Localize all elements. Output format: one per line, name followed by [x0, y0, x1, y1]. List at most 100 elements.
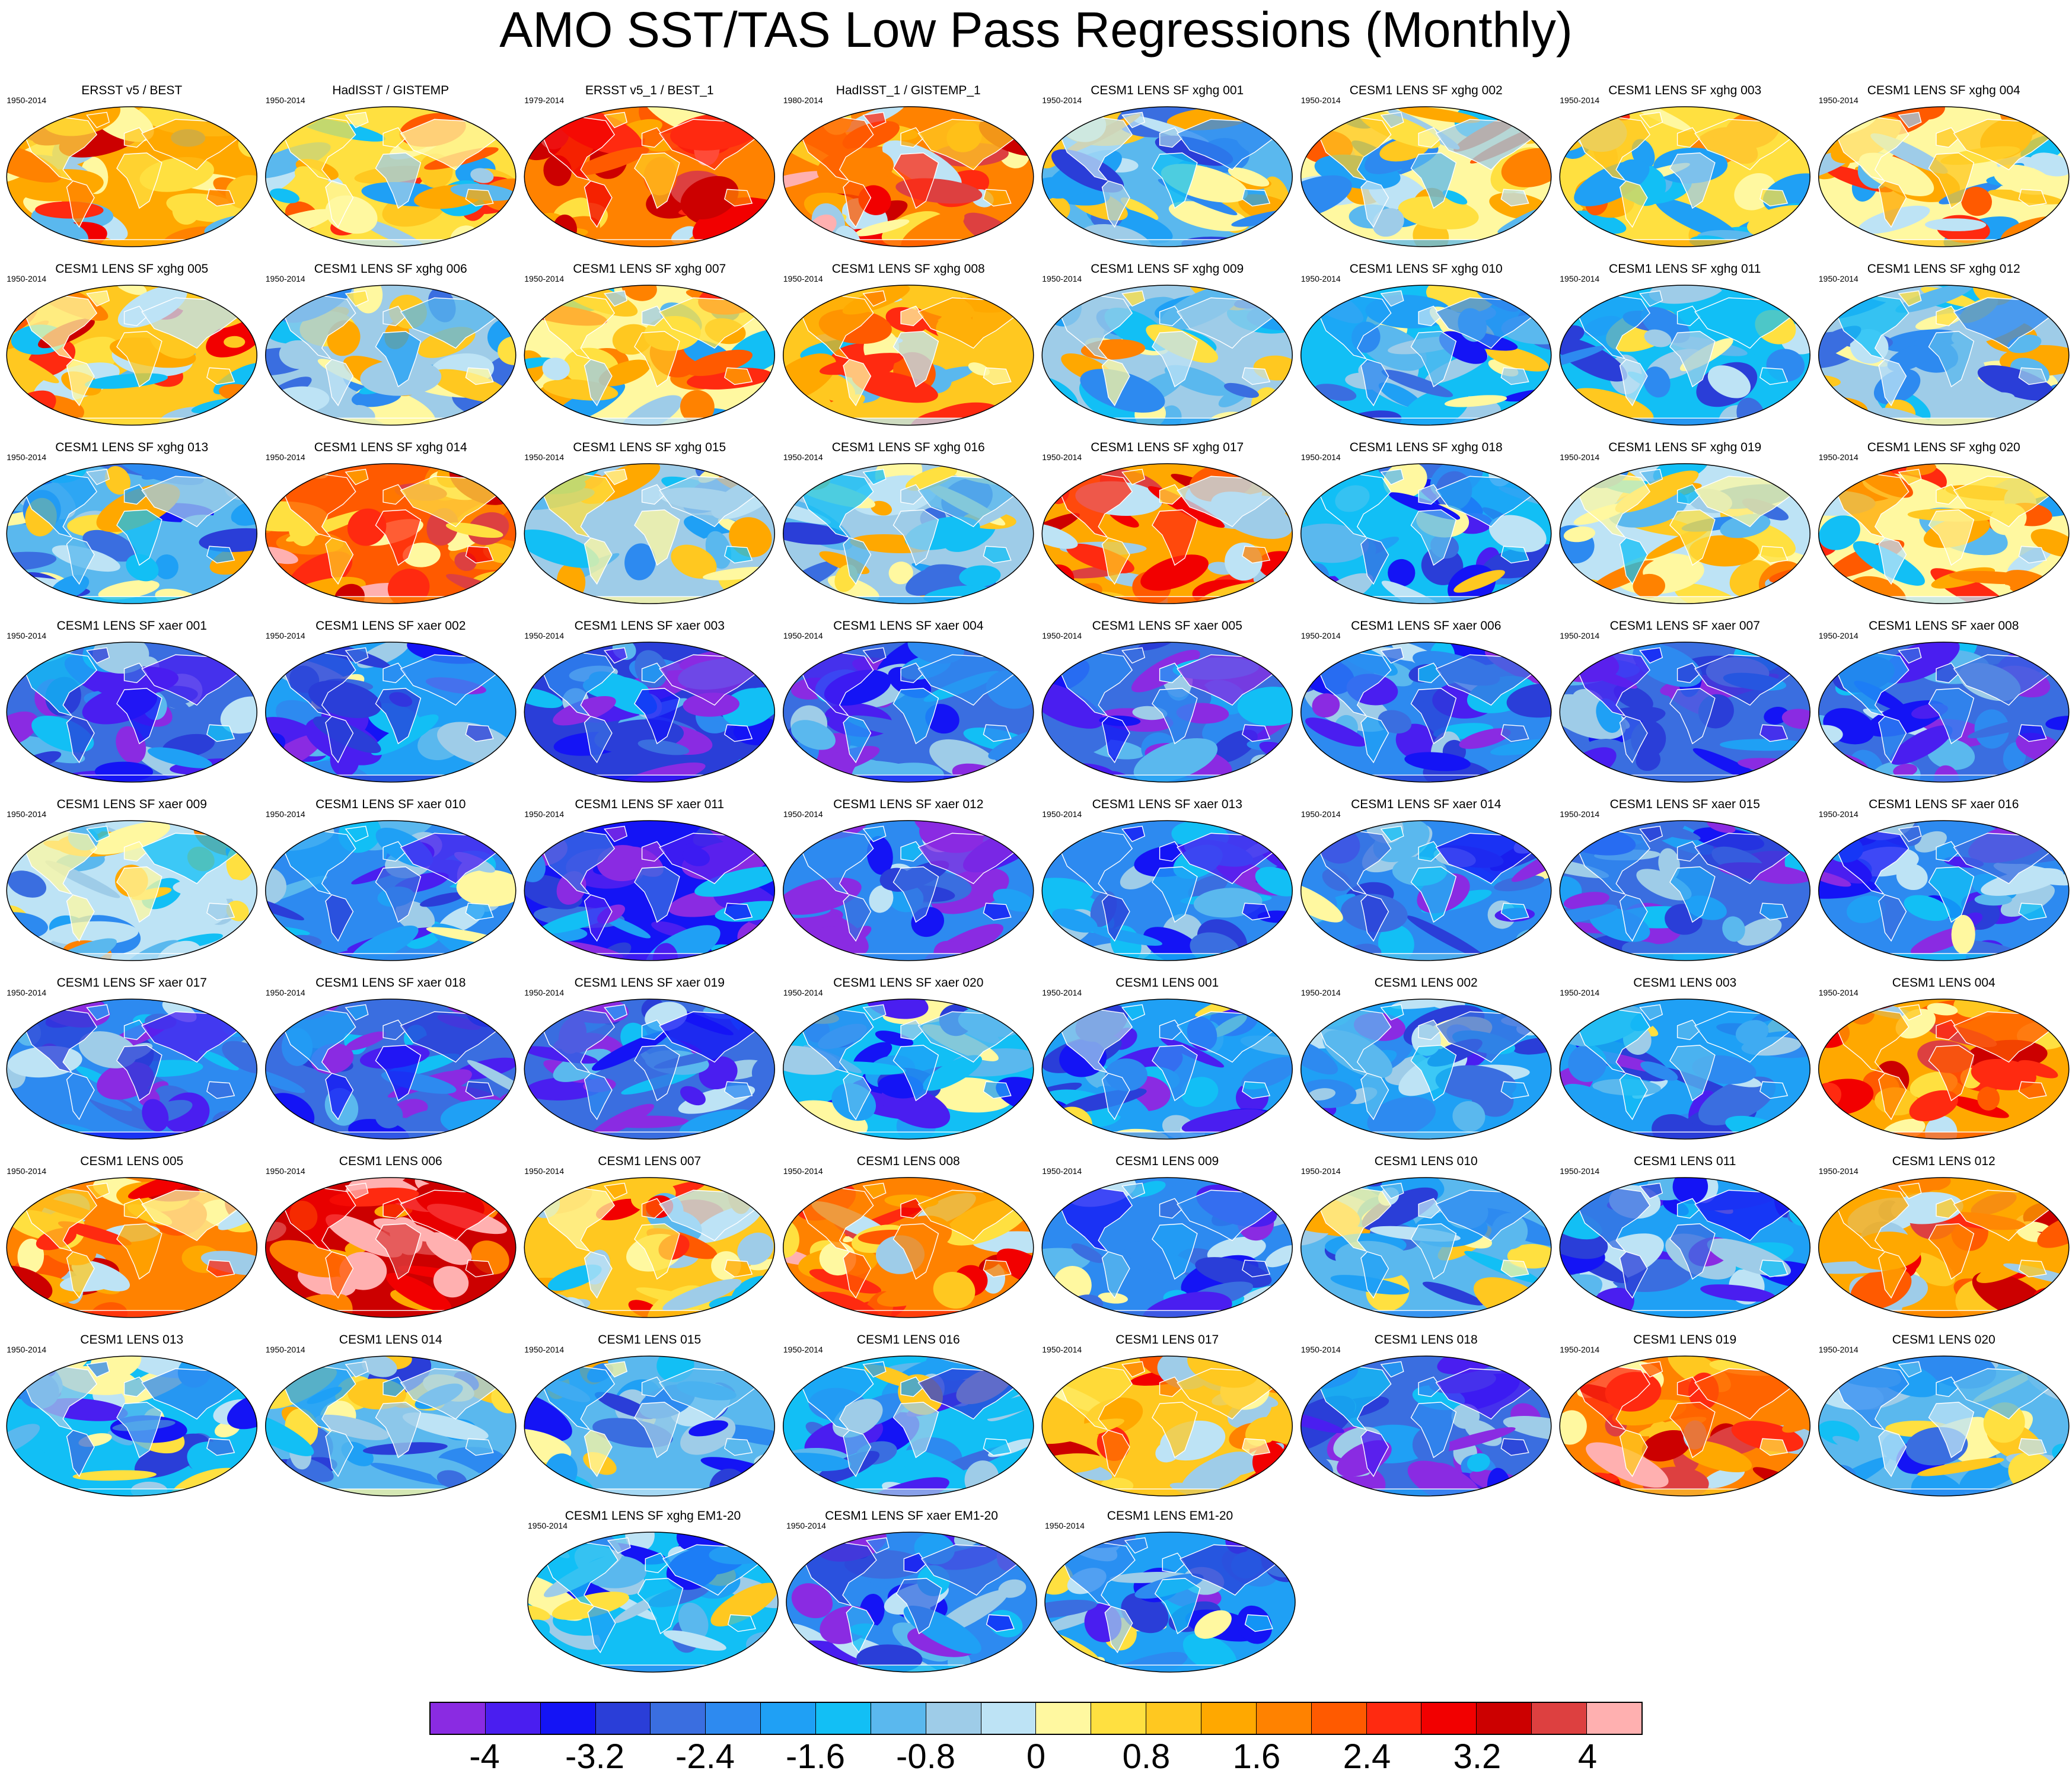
- anomaly-patch: [624, 543, 656, 580]
- coastline: [375, 509, 422, 566]
- coastline: [795, 774, 1021, 783]
- map-title: CESM1 LENS 005: [80, 1154, 184, 1168]
- anomaly-patch: [375, 1102, 403, 1128]
- anomaly-patch: [1818, 326, 1861, 364]
- coastline: [1676, 1376, 1701, 1398]
- coastline: [278, 953, 503, 961]
- anomaly-patch: [1133, 738, 1218, 782]
- anomaly-patch: [7, 870, 47, 898]
- coastline: [1676, 1019, 1701, 1041]
- coastline: [282, 116, 356, 181]
- anomaly-patch: [1398, 107, 1480, 123]
- map-title: CESM1 LENS 003: [1633, 976, 1737, 990]
- anomaly-patch: [9, 581, 36, 604]
- anomaly-patch: [855, 219, 910, 237]
- anomaly-patch: [1560, 1410, 1587, 1445]
- coastline: [1639, 290, 1663, 307]
- anomaly-patch: [906, 465, 957, 491]
- anomaly-patch: [524, 483, 538, 506]
- colorbar-swatch: [1311, 1703, 1367, 1734]
- colorbar-swatch: [1201, 1703, 1257, 1734]
- anomaly-patch: [757, 1534, 778, 1558]
- map-period: 1950-2014: [786, 1521, 826, 1530]
- anomaly-patch: [671, 226, 696, 243]
- coastline: [537, 239, 763, 247]
- map-outline: [1300, 1177, 1552, 1318]
- anomaly-patch: [1181, 1077, 1219, 1108]
- map-period: 1950-2014: [1818, 988, 1859, 997]
- coastline: [206, 546, 235, 564]
- coastline: [1101, 359, 1130, 407]
- anomaly-patch: [1251, 1303, 1293, 1318]
- colorbar-tick-label: 2.4: [1343, 1737, 1391, 1776]
- map-panel: [1041, 1177, 1293, 1318]
- coastline: [1318, 1009, 1392, 1074]
- anomaly-patch: [1560, 337, 1627, 382]
- coastline: [1669, 1045, 1716, 1102]
- anomaly-patch: [876, 1285, 933, 1307]
- coastline: [345, 825, 369, 843]
- anomaly-patch: [754, 227, 775, 247]
- coastline: [1669, 509, 1716, 566]
- anomaly-patch: [973, 414, 1027, 426]
- coastline: [66, 537, 95, 585]
- map-period: 1950-2014: [783, 274, 823, 283]
- anomaly-patch: [524, 357, 553, 370]
- coastline: [1380, 111, 1404, 129]
- anomaly-patch: [1707, 365, 1751, 398]
- coastline: [1410, 1223, 1457, 1280]
- anomaly-patch: [1181, 1109, 1267, 1134]
- coastline: [892, 152, 939, 209]
- anomaly-patch: [1372, 208, 1404, 237]
- anomaly-patch: [1917, 1457, 2004, 1476]
- anomaly-patch: [228, 770, 257, 782]
- coastline: [724, 1438, 753, 1456]
- coastline: [1669, 688, 1716, 745]
- coastline: [1759, 724, 1789, 742]
- map-panel: [782, 1177, 1034, 1318]
- coastline: [724, 1259, 753, 1278]
- coastline: [282, 473, 356, 538]
- map-outline: [782, 999, 1034, 1140]
- coastline: [345, 111, 369, 129]
- coastline: [1360, 180, 1389, 228]
- anomaly-patch: [2045, 716, 2069, 730]
- coastline: [206, 1438, 235, 1456]
- coastline: [800, 295, 874, 360]
- coastline: [85, 647, 110, 664]
- coastline: [983, 1259, 1012, 1278]
- coastline: [465, 367, 494, 385]
- colorbar-swatch: [1036, 1703, 1092, 1734]
- anomaly-patch: [1703, 1467, 1745, 1489]
- coastline: [1360, 716, 1389, 764]
- map-title: CESM1 LENS SF xaer EM1-20: [825, 1509, 998, 1523]
- map-outline: [1041, 285, 1293, 426]
- coastline: [795, 417, 1021, 426]
- anomaly-patch: [524, 687, 563, 709]
- map-outline: [1044, 1532, 1296, 1673]
- anomaly-patch: [525, 1077, 604, 1100]
- coastline: [382, 662, 407, 684]
- anomaly-patch: [403, 543, 441, 567]
- map-title: CESM1 LENS SF xghg 018: [1349, 441, 1503, 454]
- coastline: [983, 189, 1012, 207]
- anomaly-patch: [1052, 908, 1098, 933]
- anomaly-patch: [686, 349, 753, 377]
- coastline: [1318, 1187, 1392, 1252]
- anomaly-patch: [211, 1300, 237, 1318]
- map-outline: [1041, 820, 1293, 961]
- coastline: [123, 1376, 148, 1398]
- coastline: [66, 894, 95, 942]
- map-title: CESM1 LENS 006: [339, 1154, 442, 1168]
- anomaly-patch: [1971, 1058, 2036, 1090]
- anomaly-patch: [2017, 769, 2045, 782]
- map-title: ERSST v5_1 / BEST_1: [585, 84, 714, 97]
- coastline: [19, 1310, 245, 1318]
- map-title: CESM1 LENS 016: [856, 1333, 960, 1347]
- map-title: CESM1 LENS SF xghg 016: [831, 441, 985, 454]
- anomaly-patch: [142, 1099, 169, 1132]
- coastline: [795, 239, 1021, 247]
- anomaly-patch: [1021, 1532, 1037, 1551]
- coastline: [900, 1376, 925, 1398]
- coastline: [798, 1664, 1025, 1672]
